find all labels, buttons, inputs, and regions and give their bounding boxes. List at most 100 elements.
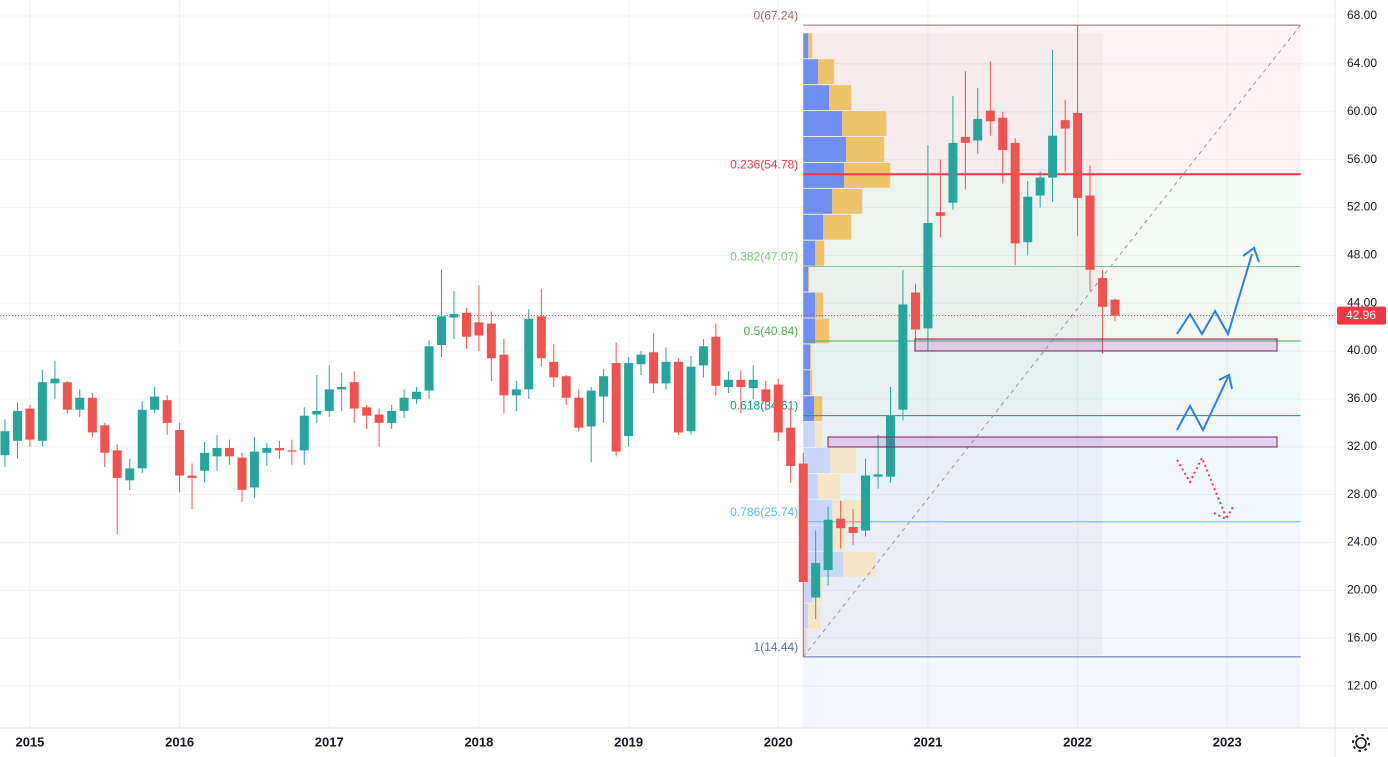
candle-body	[923, 223, 933, 329]
y-tick-label: 40.00	[1347, 343, 1377, 357]
profile-down-bar	[815, 292, 824, 318]
candle-body	[100, 425, 110, 453]
profile-down-bar	[810, 344, 812, 370]
x-tick-label: 2015	[15, 734, 44, 749]
candle-body	[25, 408, 35, 440]
candle-body	[661, 361, 671, 384]
candle-body	[748, 379, 758, 389]
candle-body	[437, 316, 447, 346]
candle-body	[960, 136, 970, 143]
profile-up-bar	[803, 603, 809, 629]
profile-down-bar	[829, 85, 852, 111]
support-zone	[827, 436, 1278, 448]
profile-down-bar	[815, 240, 825, 266]
y-tick-label: 68.00	[1347, 8, 1377, 22]
candle-body	[399, 397, 409, 411]
candle-body	[948, 142, 958, 203]
x-tick-label: 2023	[1213, 734, 1242, 749]
scenario-arrow	[1176, 376, 1229, 433]
y-tick-label: 60.00	[1347, 104, 1377, 118]
candle-body	[786, 427, 796, 466]
y-tick-label: 20.00	[1347, 583, 1377, 597]
x-tick-label: 2020	[764, 734, 793, 749]
candle-body	[586, 390, 596, 427]
x-tick-label: 2017	[315, 734, 344, 749]
candle-body	[112, 450, 122, 478]
x-tick-label: 2021	[913, 734, 942, 749]
candle-body	[0, 431, 10, 456]
candle-body	[37, 382, 47, 441]
profile-up-bar	[803, 59, 819, 85]
settings-button[interactable]	[1352, 734, 1370, 752]
candle-body	[898, 304, 908, 410]
candle-body	[499, 354, 509, 396]
fib-band	[803, 174, 1301, 267]
candle-body	[736, 379, 746, 387]
profile-down-bar	[843, 551, 877, 577]
profile-up-bar	[803, 111, 843, 136]
candles	[0, 25, 1335, 657]
candle-body	[1048, 135, 1058, 178]
candle-body	[1098, 278, 1108, 307]
profile-down-bar	[842, 111, 887, 136]
candle-body	[262, 448, 272, 453]
candle-body	[773, 384, 783, 433]
candle-body	[237, 457, 247, 490]
candle-body	[200, 452, 210, 471]
candle-body	[561, 376, 571, 398]
candle-body	[1073, 112, 1083, 198]
candle-body	[649, 352, 659, 384]
candle-body	[935, 212, 945, 216]
profile-up-bar	[803, 577, 813, 603]
candle-body	[524, 318, 534, 390]
profile-down-bar	[808, 603, 821, 629]
profile-down-bar	[815, 422, 823, 448]
candle-body	[175, 430, 185, 476]
candle-body	[511, 389, 521, 396]
candle-body	[848, 526, 858, 533]
candle-body	[1060, 120, 1070, 129]
candle-body	[873, 474, 883, 477]
profile-down-bar	[830, 448, 857, 474]
candle-body	[299, 415, 309, 451]
arrow-head	[1242, 246, 1260, 263]
profile-up-bar	[803, 370, 811, 396]
candle-body	[474, 322, 484, 336]
fib-label: 0.786(25.74)	[730, 505, 798, 519]
profile-down-bar	[814, 396, 823, 422]
candle-body	[549, 361, 559, 378]
profile-down-bar	[818, 474, 841, 499]
support-zone	[914, 338, 1278, 352]
candle-body	[486, 323, 496, 359]
candle-body	[723, 379, 733, 387]
candle-body	[574, 397, 584, 428]
candle-body	[1035, 177, 1045, 196]
candle-body	[973, 118, 983, 141]
candle-body	[62, 382, 72, 410]
profile-up-bar	[803, 344, 811, 370]
gear-teeth[interactable]	[1352, 734, 1370, 752]
fib-label: 0(67.24)	[754, 8, 799, 22]
gear-icon[interactable]	[1355, 737, 1367, 749]
profile-up-bar	[803, 396, 815, 422]
profile-down-bar	[818, 59, 835, 85]
x-tick-label: 2022	[1063, 734, 1092, 749]
candle-body	[312, 410, 322, 415]
candle-body	[536, 316, 546, 359]
x-tick-label: 2016	[165, 734, 194, 749]
candle-body	[636, 354, 646, 365]
fib-band	[803, 266, 1301, 342]
profile-down-bar	[815, 318, 830, 344]
candle-body	[611, 363, 621, 452]
fib-label: 0.5(40.84)	[744, 324, 799, 338]
candle-body	[249, 451, 259, 488]
candle-body	[711, 336, 721, 386]
fib-extension-band	[803, 657, 1300, 728]
candle-body	[337, 386, 347, 390]
profile-up-bar	[803, 136, 847, 162]
candle-body	[449, 313, 459, 318]
profile-up-bar	[803, 266, 809, 292]
y-tick-label: 52.00	[1347, 200, 1377, 214]
